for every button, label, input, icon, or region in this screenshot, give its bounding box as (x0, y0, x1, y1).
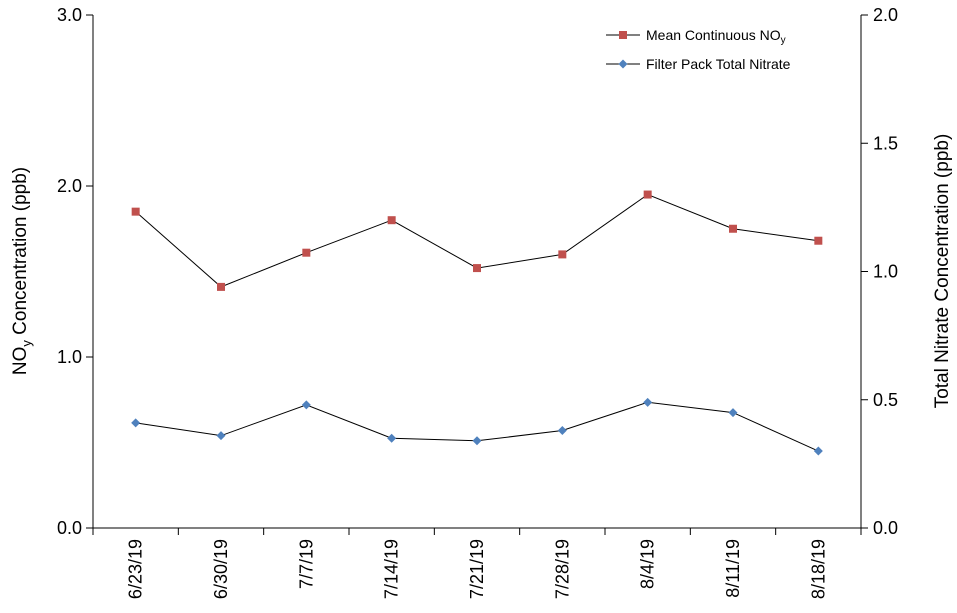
left-tick-label: 3.0 (57, 5, 82, 25)
x-tick-label: 7/28/19 (552, 539, 572, 599)
legend-item-filter-pack-total-nitrate: Filter Pack Total Nitrate (606, 56, 791, 72)
x-tick-label: 6/23/19 (126, 539, 146, 599)
left-tick-label: 1.0 (57, 347, 82, 367)
data-point-diamond (813, 446, 823, 456)
legend-item-mean-continuous-noy: Mean Continuous NOy (606, 27, 786, 46)
data-point-square (217, 282, 225, 291)
y-axis-title: NOy Concentration (ppb) (10, 167, 34, 375)
data-point-square (729, 224, 737, 233)
data-point-diamond (216, 431, 226, 441)
left-tick-label: 0.0 (57, 518, 82, 538)
data-point-square (302, 248, 311, 257)
data-point-square (643, 190, 652, 199)
data-point-diamond (301, 400, 311, 410)
data-point-square (473, 264, 481, 273)
data-point-diamond (728, 408, 738, 418)
series-line-0 (135, 193, 819, 288)
x-tick-label: 6/30/19 (211, 539, 231, 599)
data-point-square (558, 250, 567, 259)
data-point-square (814, 236, 823, 245)
data-point-diamond (643, 397, 653, 407)
right-tick-label: 0.0 (873, 518, 898, 538)
right-tick-label: 1.0 (873, 262, 898, 282)
x-tick-label: 8/18/19 (808, 539, 828, 599)
x-tick-label: 8/4/19 (638, 539, 658, 589)
legend-marker-square (619, 31, 627, 39)
x-tick-label: 8/11/19 (723, 539, 743, 598)
legend-label: Filter Pack Total Nitrate (646, 56, 791, 72)
right-tick-label: 1.5 (873, 133, 898, 153)
data-point-diamond (131, 418, 141, 428)
x-axis-ticks: 6/23/19 6/30/19 7/7/19 7/14/19 7/21/19 7/28/1… (92, 528, 862, 599)
legend-label: Mean Continuous NOy (646, 27, 786, 46)
legend-marker-diamond (618, 59, 628, 69)
left-axis-ticks: 0.0 1.0 2.0 3.0 (57, 5, 93, 538)
right-tick-label: 0.5 (873, 390, 898, 410)
legend: Mean Continuous NOy Filter Pack Total Ni… (606, 27, 791, 72)
data-point-diamond (387, 433, 397, 443)
x-tick-label: 7/7/19 (296, 539, 316, 589)
data-point-square (387, 216, 396, 225)
right-tick-label: 2.0 (873, 5, 898, 25)
left-tick-label: 2.0 (57, 176, 82, 196)
y2-axis-title: Total Nitrate Concentration (ppb) (932, 134, 953, 409)
data-point-diamond (472, 436, 482, 446)
series-lines (135, 193, 819, 452)
series-markers (131, 190, 823, 456)
right-axis-ticks: 0.0 0.5 1.0 1.5 2.0 (861, 5, 898, 538)
data-point-diamond (557, 426, 567, 436)
x-tick-label: 7/21/19 (467, 539, 487, 599)
data-point-square (131, 207, 140, 216)
x-tick-label: 7/14/19 (382, 539, 402, 599)
